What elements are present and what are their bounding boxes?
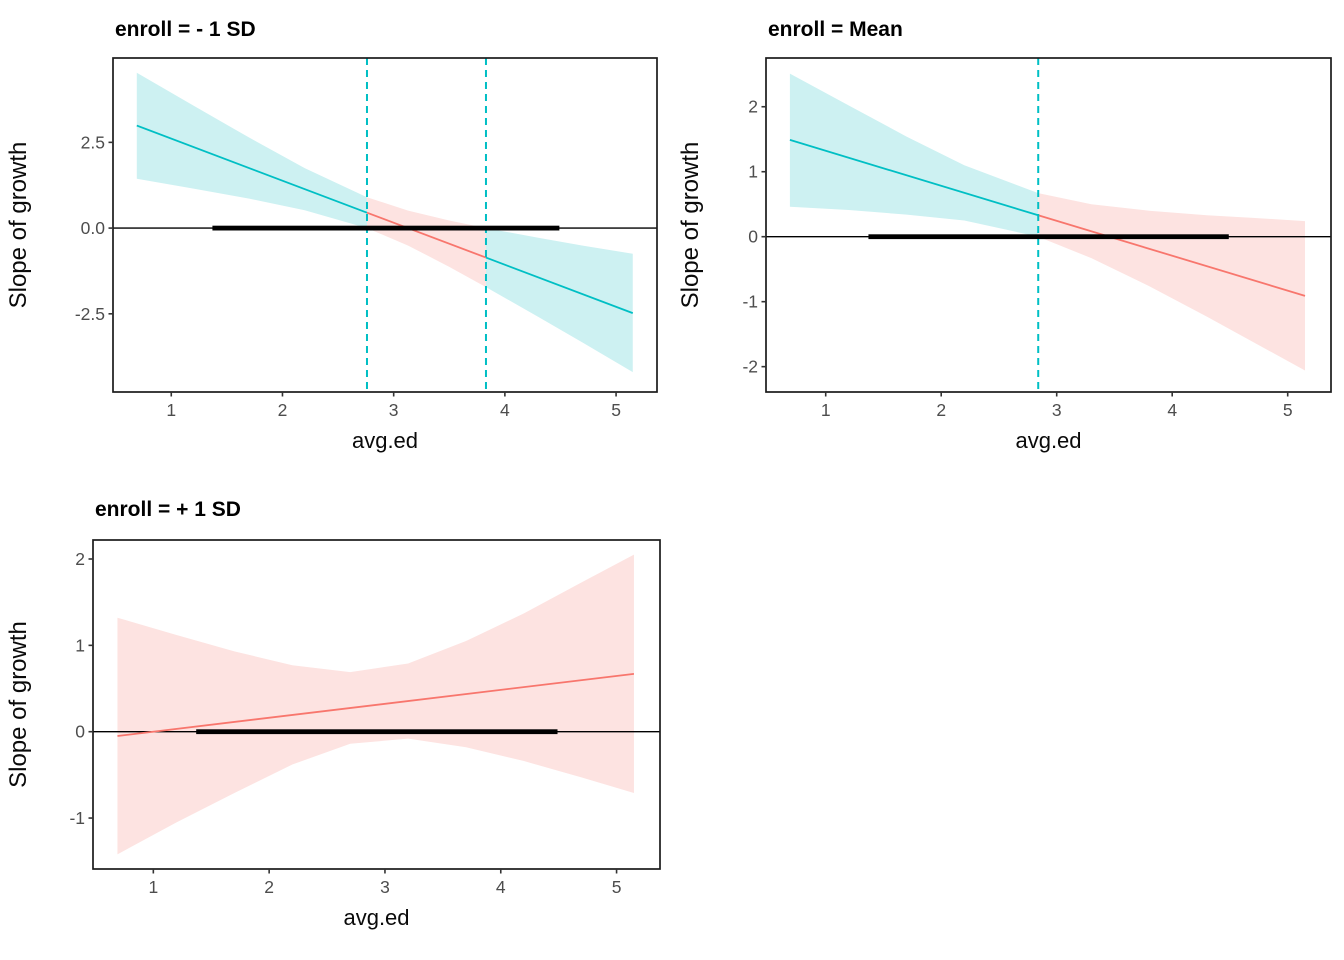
x-tick-label: 4 <box>500 400 510 420</box>
panel-enroll-plus-1sd: 1 2 3 4 5 2 1 0 -1 enroll = + 1 SD avg.ed Slope of … <box>5 498 661 930</box>
y-tick-label: 1 <box>75 635 85 655</box>
x-axis-title: avg.ed <box>343 905 409 930</box>
x-tick-label: 1 <box>166 400 176 420</box>
y-tick-label: 2 <box>75 549 85 569</box>
confidence-band-significant <box>136 72 367 229</box>
y-axis-title: Slope of growth <box>5 621 32 788</box>
slope-line-significant <box>789 139 1039 217</box>
x-tick-label: 3 <box>389 400 399 420</box>
confidence-band-significant <box>789 73 1039 237</box>
x-tick-label: 3 <box>380 877 390 897</box>
x-tick-label: 5 <box>612 877 622 897</box>
y-axis-title: Slope of growth <box>5 142 32 309</box>
panel-border <box>112 57 658 393</box>
slope-line-not-significant <box>366 211 487 259</box>
slope-line-significant <box>485 256 634 314</box>
panel-title: enroll = + 1 SD <box>95 498 241 521</box>
y-tick-label: 0.0 <box>81 218 106 238</box>
y-tick-label: -2.5 <box>75 304 105 324</box>
observed-range-bar <box>868 234 1229 240</box>
panel-title: enroll = Mean <box>768 18 903 41</box>
x-tick-label: 4 <box>1167 400 1177 420</box>
x-tick-label: 4 <box>496 877 506 897</box>
observed-range-bar <box>212 225 560 231</box>
panel-enroll-minus-1sd: 1 2 3 4 5 2.5 0.0 -2.5 enroll = - 1 SD avg.ed Slop… <box>5 18 658 453</box>
y-tick-label: -2 <box>742 357 758 377</box>
y-tick-label: -1 <box>69 808 85 828</box>
panel-border <box>92 539 661 870</box>
x-tick-label: 2 <box>278 400 288 420</box>
y-tick-label: 0 <box>75 722 85 742</box>
x-tick-label: 1 <box>821 400 831 420</box>
y-tick-label: 2.5 <box>81 132 105 152</box>
y-tick-label: 2 <box>748 97 758 117</box>
y-tick-label: -1 <box>742 292 758 312</box>
y-axis-title: Slope of growth <box>677 142 704 309</box>
observed-range-bar <box>196 729 558 735</box>
panel-title: enroll = - 1 SD <box>115 18 256 41</box>
confidence-band-significant <box>485 228 633 373</box>
x-axis-title: avg.ed <box>352 428 418 453</box>
x-tick-label: 2 <box>264 877 274 897</box>
confidence-band-not-significant <box>366 197 486 288</box>
y-tick-label: 0 <box>748 227 758 247</box>
y-tick-label: 1 <box>748 162 758 182</box>
x-tick-label: 5 <box>611 400 621 420</box>
panel-border <box>765 57 1332 393</box>
x-tick-label: 1 <box>148 877 158 897</box>
confidence-band-not-significant <box>1038 193 1306 371</box>
slope-line-not-significant <box>1037 214 1306 297</box>
x-tick-label: 2 <box>936 400 946 420</box>
x-axis-title: avg.ed <box>1015 428 1081 453</box>
x-tick-label: 3 <box>1052 400 1062 420</box>
panel-enroll-mean: 1 2 3 4 5 2 1 0 -1 -2 enroll = Mean avg.ed Slope of … <box>677 18 1332 453</box>
slope-line-not-significant <box>117 672 635 737</box>
x-tick-label: 5 <box>1283 400 1293 420</box>
slope-line-significant <box>136 124 368 214</box>
